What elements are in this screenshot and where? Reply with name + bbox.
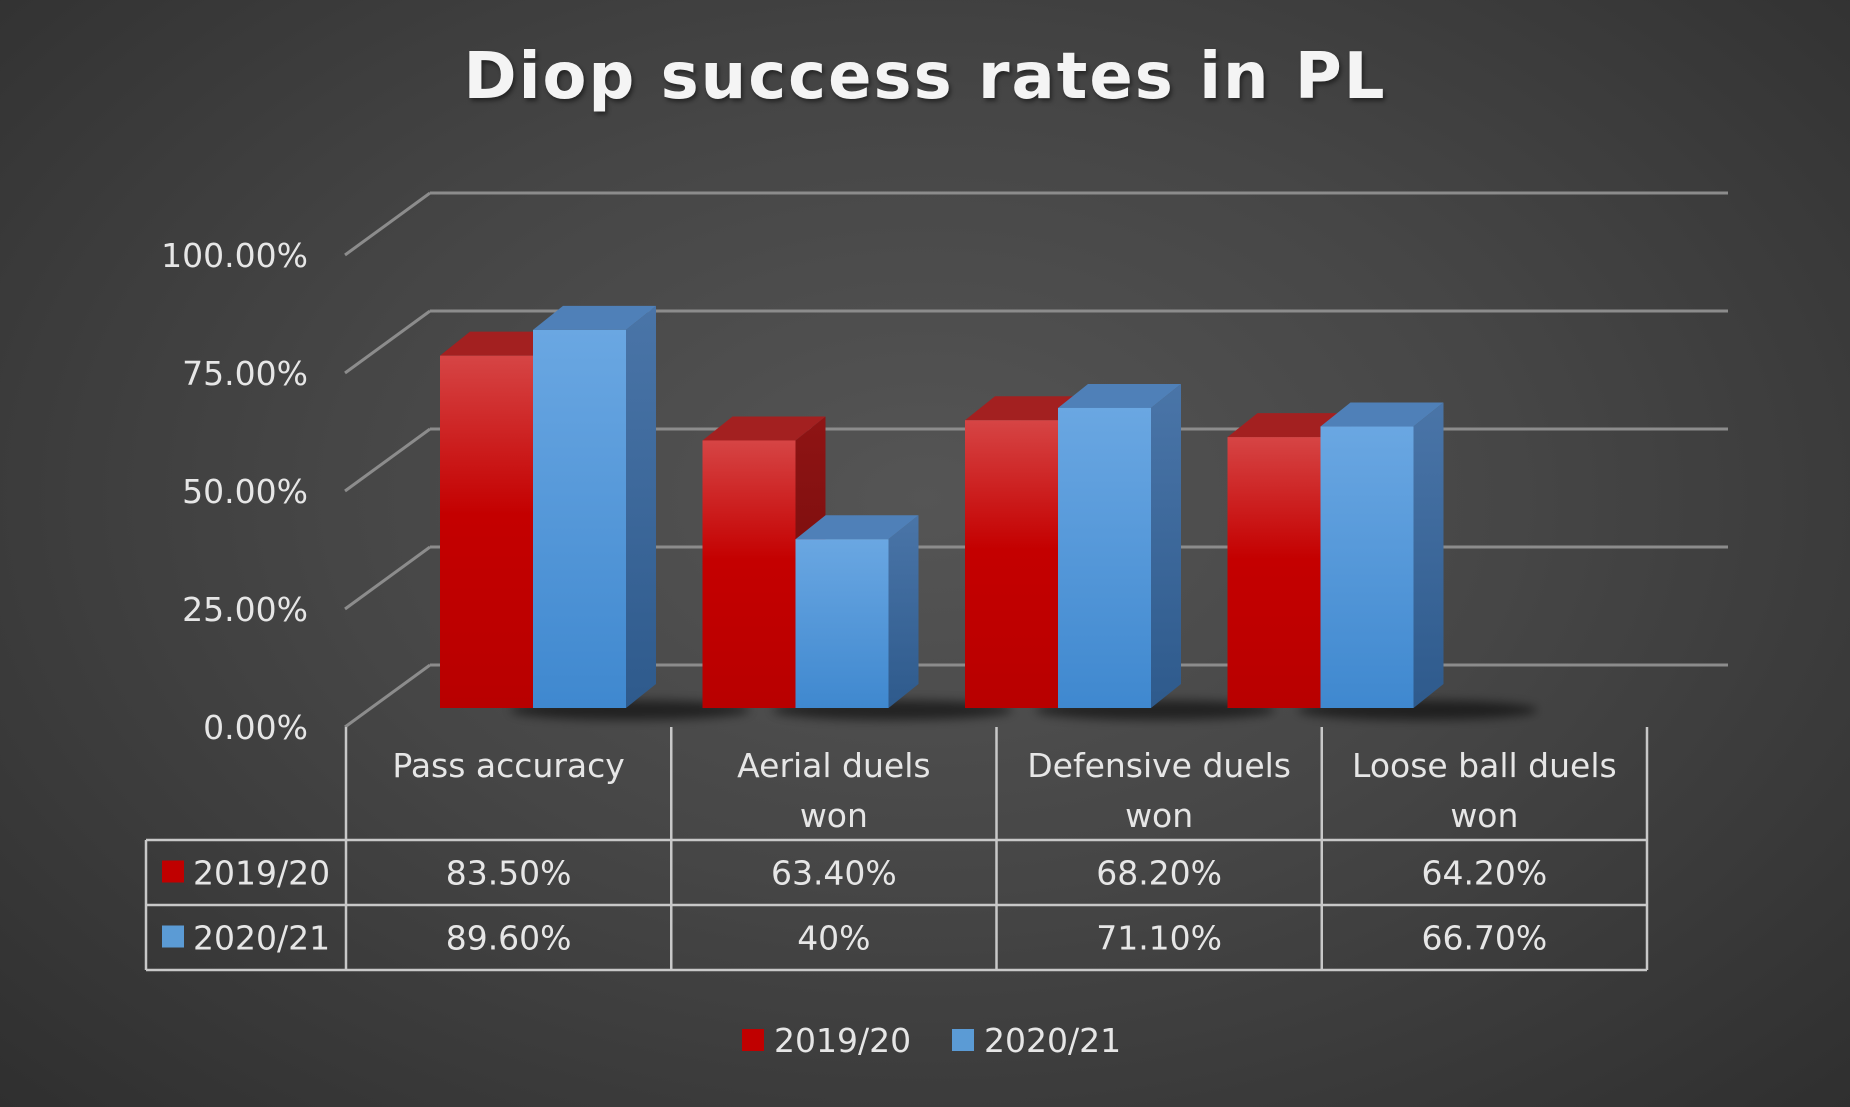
gridline-side xyxy=(345,429,430,491)
data-label-2019-20-2: 63.40% xyxy=(771,854,897,893)
table-series-label: 2020/21 xyxy=(193,919,330,958)
category-label: won xyxy=(800,796,868,835)
category-label: Pass accuracy xyxy=(392,746,624,785)
bar-2020-21-3-front xyxy=(1058,408,1151,708)
table-series-label: 2019/20 xyxy=(193,854,330,893)
gridline-side xyxy=(345,547,430,609)
category-label: won xyxy=(1125,796,1193,835)
category-label: Defensive duels xyxy=(1027,746,1291,785)
y-axis: 0.00% 25.00% 50.00% 75.00% 100.00% xyxy=(161,236,308,747)
bar-2020-21-1-side xyxy=(626,306,656,708)
y-tick-label: 25.00% xyxy=(182,590,308,629)
data-label-2019-20-4: 64.20% xyxy=(1421,854,1547,893)
y-tick-label: 50.00% xyxy=(182,472,308,511)
bar-2019-20-2-front xyxy=(703,440,796,708)
table-legend-key-2020-21 xyxy=(162,926,184,948)
bar-2020-21-3-side xyxy=(1151,384,1181,708)
gridline-side xyxy=(345,193,430,255)
bar-2020-21-2-side xyxy=(889,515,919,708)
bar-2019-20-4-front xyxy=(1228,437,1321,708)
data-table: Pass accuracy Aerial duels won Defensive du… xyxy=(146,727,1647,970)
legend-label-2020-21: 2020/21 xyxy=(984,1021,1121,1060)
bar-2020-21-1 xyxy=(533,306,656,708)
table-legend-key-2019-20 xyxy=(162,861,184,883)
y-tick-label: 100.00% xyxy=(161,236,308,275)
data-label-2020-21-2: 40% xyxy=(797,919,870,958)
legend-swatch-2020-21 xyxy=(952,1029,974,1051)
data-label-2020-21-4: 66.70% xyxy=(1421,919,1547,958)
bar-2020-21-1-front xyxy=(533,330,626,708)
legend-label-2019-20: 2019/20 xyxy=(774,1021,911,1060)
category-label: Aerial duels xyxy=(737,746,930,785)
bar-2020-21-2-front xyxy=(796,539,889,708)
y-tick-label: 75.00% xyxy=(182,354,308,393)
bar-2020-21-2 xyxy=(796,515,919,708)
y-tick-label: 0.00% xyxy=(203,708,308,747)
gridline-side xyxy=(345,665,430,727)
gridline-side xyxy=(345,311,430,373)
bar-2020-21-4 xyxy=(1321,403,1444,708)
data-label-2020-21-1: 89.60% xyxy=(446,919,572,958)
legend-swatch-2019-20 xyxy=(742,1029,764,1051)
category-label: Loose ball duels xyxy=(1352,746,1617,785)
data-label-2019-20-3: 68.20% xyxy=(1096,854,1222,893)
data-label-2019-20-1: 83.50% xyxy=(446,854,572,893)
bar-2020-21-4-front xyxy=(1321,427,1414,708)
bar-2019-20-1-front xyxy=(440,356,533,708)
category-label: won xyxy=(1450,796,1518,835)
bar-chart-3d: 0.00% 25.00% 50.00% 75.00% 100.00% Pass accu… xyxy=(0,0,1850,1107)
bars xyxy=(440,306,1538,720)
data-label-2020-21-3: 71.10% xyxy=(1096,919,1222,958)
bar-2020-21-4-side xyxy=(1414,403,1444,708)
legend: 2019/20 2020/21 xyxy=(742,1021,1121,1060)
bar-2020-21-3 xyxy=(1058,384,1181,708)
bar-2019-20-3-front xyxy=(965,420,1058,708)
